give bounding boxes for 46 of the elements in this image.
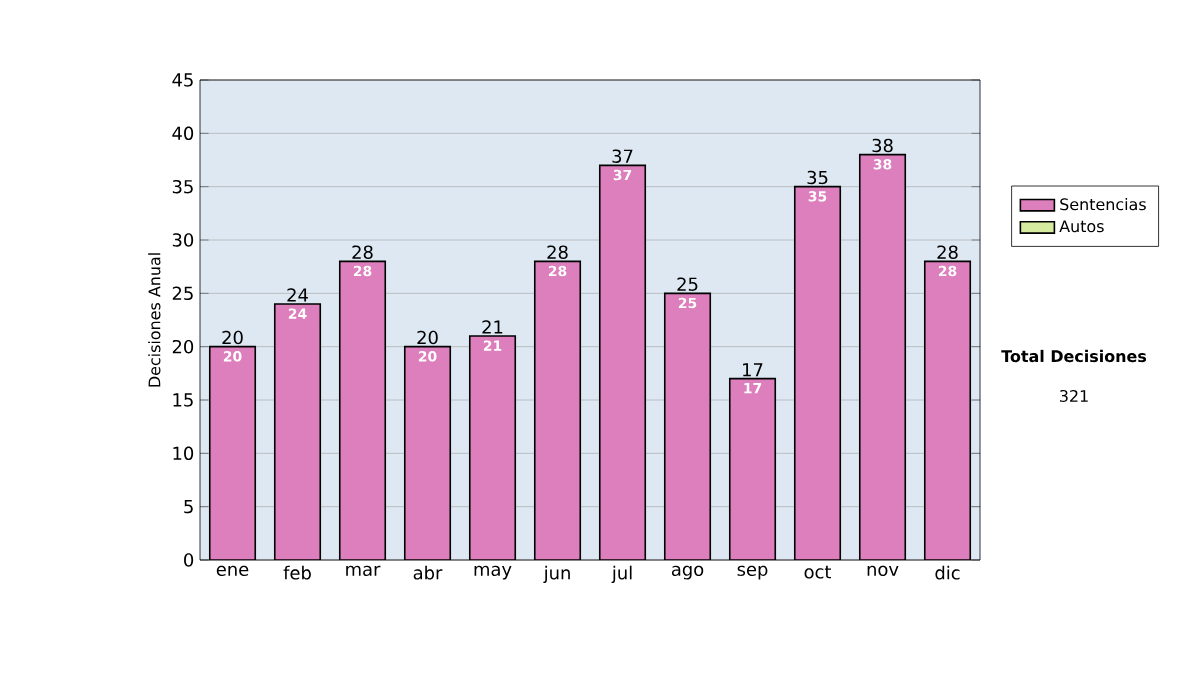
y-tick-label: 30 [172, 233, 194, 247]
x-tick-label: mar [346, 565, 381, 576]
bar [469, 336, 516, 560]
total-label: 35 [807, 170, 828, 185]
x-tick-label: nov [867, 565, 899, 576]
bar [664, 293, 711, 560]
bar [534, 261, 581, 560]
x-tick-label: abr [413, 565, 443, 580]
x-tick-label: feb [283, 565, 311, 580]
total-label: 24 [287, 288, 308, 302]
y-tick-label: 25 [172, 286, 193, 301]
bar [209, 346, 256, 560]
bar [339, 261, 386, 560]
total-label: 28 [547, 245, 568, 259]
x-tick-label: sep [737, 565, 768, 580]
y-tick-label: 15 [173, 393, 193, 407]
total-label: 28 [937, 245, 958, 259]
x-tick-label: dic [935, 565, 960, 580]
total-label: 20 [417, 330, 438, 345]
x-tick-label: jul [611, 565, 632, 584]
bar [599, 165, 646, 560]
x-tick-label: ene [216, 565, 249, 576]
total-label: 38 [872, 138, 893, 153]
total-label: 17 [743, 363, 763, 377]
y-tick-label: 20 [172, 339, 194, 354]
x-tick-label: jun [543, 565, 570, 584]
bar [729, 378, 776, 560]
total-label: 28 [352, 245, 373, 259]
total-label: 20 [222, 330, 243, 345]
bar [859, 154, 906, 560]
bar [923, 260, 972, 560]
x-tick-label: ago [671, 565, 704, 580]
total-label: 21 [482, 320, 503, 334]
y-tick-label: 10 [173, 446, 194, 461]
bar [404, 346, 451, 560]
y-tick-label: 40 [172, 126, 194, 141]
bar [274, 304, 321, 560]
y-tick-label: 35 [172, 179, 193, 194]
bar [794, 186, 841, 560]
y-tick-label: 45 [172, 73, 193, 87]
x-tick-label: may [474, 565, 512, 580]
total-label: 25 [677, 277, 698, 291]
total-label: 37 [612, 149, 633, 163]
x-tick-label: oct [804, 565, 832, 579]
y-tick-label: 0 [184, 553, 194, 567]
y-tick-label: 5 [184, 500, 193, 514]
